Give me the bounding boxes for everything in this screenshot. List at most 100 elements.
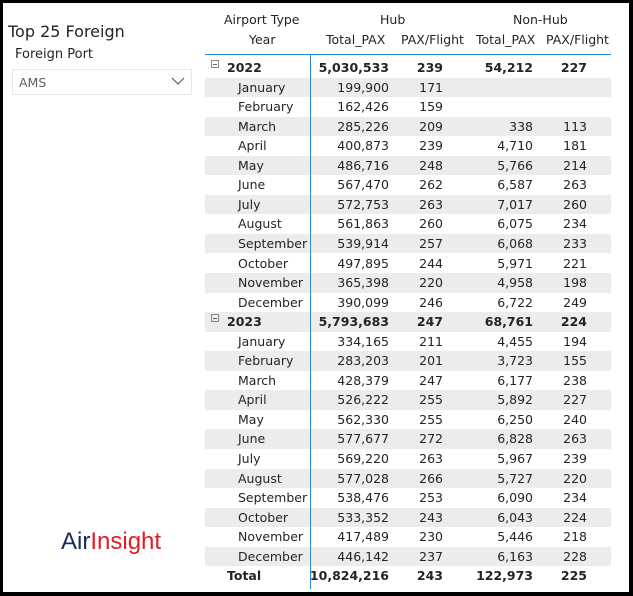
table-row[interactable]: December 390,099 246 6,722 249 — [205, 293, 611, 313]
table-row[interactable]: November 417,489 230 5,446 218 — [205, 527, 611, 547]
cell-nonhub-total-pax: 6,828 — [497, 431, 533, 447]
table-row[interactable]: March 428,379 247 6,177 238 — [205, 371, 611, 391]
cell-hub-pax-flight: 255 — [419, 411, 443, 427]
row-label: January — [238, 79, 286, 95]
cell-nonhub-pax-flight: 238 — [563, 372, 587, 388]
table-row[interactable]: August 577,028 266 5,727 220 — [205, 468, 611, 489]
cell-hub-total-pax: 577,028 — [337, 470, 389, 486]
table-row[interactable]: January 334,165 211 4,455 194 — [205, 332, 611, 352]
row-label: November — [238, 275, 304, 291]
row-label: September — [238, 235, 308, 251]
table-row[interactable]: May 486,716 248 5,766 214 — [205, 155, 611, 176]
foreign-port-dropdown[interactable]: AMS — [12, 69, 192, 95]
table-row[interactable]: February 283,203 201 3,723 155 — [205, 351, 611, 371]
cell-nonhub-total-pax: 6,163 — [497, 548, 533, 564]
cell-nonhub-total-pax: 5,971 — [497, 255, 533, 271]
cell-nonhub-total-pax: 5,446 — [497, 529, 533, 545]
cell-hub-pax-flight: 260 — [419, 216, 443, 232]
table-row[interactable]: June 567,470 262 6,587 263 — [205, 175, 611, 195]
cell-hub-pax-flight: 272 — [419, 431, 443, 447]
cell-hub-total-pax: 162,426 — [337, 99, 389, 115]
cell-hub-pax-flight: 211 — [419, 333, 443, 349]
cell-hub-total-pax: 5,793,683 — [318, 314, 389, 330]
cell-hub-total-pax: 283,203 — [337, 353, 389, 369]
matrix-header: Airport Type Year Hub Non-Hub Total_PAX … — [0, 0, 633, 56]
collapse-icon[interactable] — [211, 314, 219, 323]
table-row[interactable]: September 538,476 253 6,090 234 — [205, 488, 611, 508]
table-row[interactable]: January 199,900 171 — [205, 77, 611, 98]
table-row[interactable]: April 526,222 255 5,892 227 — [205, 390, 611, 410]
report-canvas: Top 25 Foreign Foreign Port AMS AirInsig… — [3, 3, 629, 592]
cell-nonhub-pax-flight: 155 — [563, 353, 587, 369]
cell-hub-total-pax: 417,489 — [337, 529, 389, 545]
table-row[interactable]: November 365,398 220 4,958 198 — [205, 273, 611, 293]
cell-nonhub-total-pax: 5,967 — [497, 451, 533, 466]
cell-hub-pax-flight: 263 — [419, 451, 443, 466]
row-label: December — [238, 548, 303, 564]
table-row[interactable]: August 561,863 260 6,075 234 — [205, 214, 611, 234]
table-row[interactable]: October 497,895 244 5,971 221 — [205, 254, 611, 274]
cell-hub-total-pax: 577,677 — [337, 431, 389, 447]
row-label: June — [238, 431, 266, 447]
table-row[interactable]: July 572,753 263 7,017 260 — [205, 194, 611, 215]
slicer-label: Foreign Port — [15, 47, 94, 62]
table-row[interactable]: April 400,873 239 4,710 181 — [205, 136, 611, 156]
collapse-icon[interactable] — [211, 60, 219, 68]
total-row[interactable]: Total 10,824,216 243 122,973 225 — [205, 566, 611, 586]
cell-nonhub-pax-flight: 220 — [563, 470, 587, 486]
year-row[interactable]: 2022 5,030,533 239 54,212 227 — [205, 58, 611, 78]
column-group-non-hub[interactable]: Non-Hub — [513, 12, 568, 27]
table-row[interactable]: December 446,142 237 6,163 228 — [205, 546, 611, 567]
row-label: August — [238, 216, 282, 232]
cell-nonhub-total-pax: 122,973 — [476, 568, 533, 584]
column-group-hub[interactable]: Hub — [380, 12, 406, 27]
cell-hub-total-pax: 390,099 — [337, 294, 389, 310]
cell-nonhub-total-pax: 7,017 — [497, 196, 533, 212]
page-title: Top 25 Foreign — [8, 22, 125, 41]
row-label: March — [238, 372, 277, 388]
column-header-hub-total-pax[interactable]: Total_PAX — [326, 32, 386, 47]
row-label: December — [238, 294, 303, 310]
dropdown-value: AMS — [19, 75, 47, 90]
cell-hub-pax-flight: 243 — [419, 509, 443, 525]
column-header-nonhub-total-pax[interactable]: Total_PAX — [476, 32, 536, 47]
cell-hub-total-pax: 562,330 — [337, 411, 389, 427]
row-label: September — [238, 490, 308, 506]
cell-hub-pax-flight: 159 — [419, 99, 443, 115]
row-header-year: Year — [249, 32, 276, 47]
cell-hub-total-pax: 5,030,533 — [318, 60, 389, 75]
cell-hub-total-pax: 533,352 — [337, 509, 389, 525]
column-header-nonhub-pax-flight[interactable]: PAX/Flight — [546, 32, 609, 47]
table-row[interactable]: July 569,220 263 5,967 239 — [205, 449, 611, 469]
cell-hub-pax-flight: 255 — [419, 392, 443, 408]
column-header-hub-pax-flight[interactable]: PAX/Flight — [401, 32, 464, 47]
row-label: June — [238, 177, 266, 193]
cell-nonhub-total-pax: 6,075 — [497, 216, 533, 232]
cell-hub-pax-flight: 239 — [419, 138, 443, 154]
chevron-down-icon — [171, 77, 185, 85]
table-row[interactable]: March 285,226 209 338 113 — [205, 116, 611, 137]
cell-nonhub-pax-flight: 221 — [563, 255, 587, 271]
cell-hub-total-pax: 569,220 — [337, 451, 389, 466]
cell-nonhub-total-pax: 5,892 — [497, 392, 533, 408]
cell-hub-pax-flight: 253 — [419, 490, 443, 506]
table-row[interactable]: June 577,677 272 6,828 263 — [205, 429, 611, 449]
cell-hub-pax-flight: 244 — [419, 255, 443, 271]
cell-hub-total-pax: 539,914 — [337, 235, 389, 251]
cell-hub-total-pax: 285,226 — [337, 118, 389, 134]
table-row[interactable]: October 533,352 243 6,043 224 — [205, 507, 611, 528]
table-row[interactable]: May 562,330 255 6,250 240 — [205, 410, 611, 430]
table-row[interactable]: September 539,914 257 6,068 233 — [205, 233, 611, 254]
cell-hub-total-pax: 567,470 — [337, 177, 389, 193]
cell-nonhub-pax-flight: 263 — [563, 177, 587, 193]
row-label: October — [238, 509, 289, 525]
cell-nonhub-pax-flight: 225 — [560, 568, 587, 584]
cell-nonhub-pax-flight: 240 — [563, 411, 587, 427]
cell-nonhub-pax-flight: 239 — [563, 451, 587, 466]
table-row[interactable]: February 162,426 159 — [205, 97, 611, 117]
cell-nonhub-total-pax: 4,958 — [497, 275, 533, 291]
cell-nonhub-pax-flight: 233 — [563, 235, 587, 251]
cell-hub-total-pax: 538,476 — [337, 490, 389, 506]
year-row[interactable]: 2023 5,793,683 247 68,761 224 — [205, 312, 611, 332]
cell-hub-total-pax: 428,379 — [337, 372, 389, 388]
